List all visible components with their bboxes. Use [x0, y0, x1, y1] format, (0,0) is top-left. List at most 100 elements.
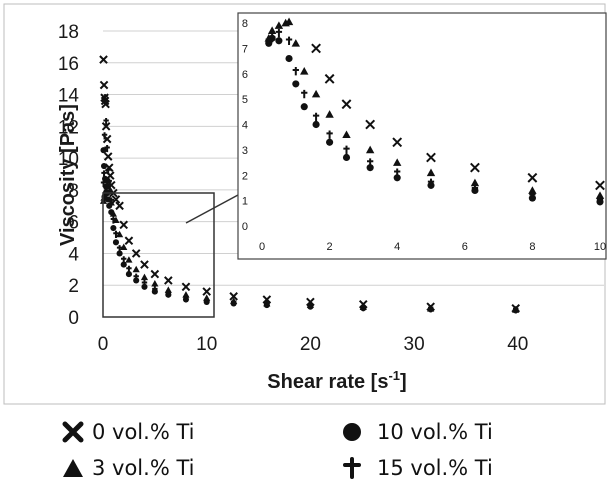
main-point-x — [115, 201, 124, 211]
main-y-tick-label: 16 — [58, 54, 79, 75]
inset-y-tick-label: 8 — [242, 18, 248, 30]
main-point-triangle — [115, 230, 124, 238]
circle-marker-icon — [343, 423, 361, 441]
inset-point-circle — [300, 103, 308, 111]
legend-label-15-vol-ti: 15 vol.% Ti — [377, 456, 493, 480]
main-x-tick-label: 40 — [507, 334, 528, 355]
zoom-region-box — [102, 192, 215, 318]
main-point-x — [99, 80, 109, 90]
main-point-plus — [121, 256, 127, 264]
main-y-tick-label: 10 — [58, 149, 79, 170]
inset-point-triangle — [595, 191, 605, 199]
inset-point-plus — [312, 112, 320, 122]
inset-point-plus — [367, 158, 374, 167]
inset-point-circle — [312, 120, 320, 129]
main-point-plus — [427, 305, 434, 313]
main-x-tick-label: 0 — [98, 334, 109, 355]
main-point-circle — [120, 261, 127, 268]
legend-label-10-vol-ti: 10 vol.% Ti — [377, 420, 493, 444]
inset-point-triangle — [284, 17, 294, 26]
inset-point-x — [341, 99, 352, 110]
main-point-x — [119, 220, 129, 230]
inset-y-tick-label: 0 — [242, 221, 248, 233]
triangle-marker-icon — [63, 459, 83, 477]
inset-point-triangle — [426, 168, 436, 177]
x-axis-title: Shear rate [s-1] — [267, 368, 406, 393]
inset-point-x — [426, 152, 436, 163]
inset-y-tick-label: 2 — [242, 170, 248, 182]
inset-point-x — [324, 73, 335, 84]
main-point-x — [103, 152, 113, 161]
main-point-plus — [101, 170, 107, 178]
main-chart-y-tick-labels: 0 2 4 6 8 10 12 14 16 18 — [58, 22, 80, 329]
inset-point-plus — [471, 185, 479, 194]
main-y-tick-label: 4 — [68, 244, 79, 265]
main-point-plus — [133, 273, 139, 281]
legend-item-15-vol-ti: 15 vol.% Ti — [341, 456, 493, 480]
inset-point-circle — [292, 80, 300, 88]
inset-point-triangle — [267, 26, 277, 34]
legend-label-3-vol-ti: 3 vol.% Ti — [92, 456, 195, 480]
inset-point-plus — [596, 196, 604, 205]
main-point-circle — [100, 147, 107, 154]
legend-item-10-vol-ti: 10 vol.% Ti — [341, 420, 493, 444]
main-point-plus — [108, 197, 114, 205]
main-point-triangle — [151, 280, 159, 287]
inset-x-tick-label: 4 — [394, 241, 400, 253]
main-point-plus — [360, 303, 366, 312]
inset-point-plus — [275, 28, 283, 38]
inset-point-triangle — [291, 39, 300, 47]
main-point-plus — [152, 286, 158, 294]
main-point-plus — [183, 294, 189, 302]
main-x-tick-label: 20 — [300, 334, 321, 355]
main-point-circle — [110, 224, 117, 232]
main-point-plus — [141, 280, 148, 288]
inset-point-circle — [326, 138, 334, 146]
legend-label-0-vol-ti: 0 vol.% Ti — [92, 420, 195, 444]
main-point-circle — [105, 196, 112, 203]
main-y-tick-label: 14 — [58, 86, 80, 107]
main-point-plus — [116, 245, 123, 253]
inset-point-x — [365, 119, 376, 130]
main-point-x — [181, 282, 191, 292]
main-point-plus — [230, 299, 237, 307]
main-point-plus — [104, 144, 110, 153]
inset-point-plus — [326, 130, 333, 139]
main-point-x — [202, 287, 212, 296]
main-chart-points — [99, 55, 521, 314]
main-point-plus — [264, 300, 270, 308]
inset-point-plus — [301, 89, 308, 99]
main-x-tick-label: 10 — [196, 334, 217, 355]
main-point-plus — [103, 117, 109, 126]
main-point-plus — [110, 216, 117, 224]
inset-point-triangle — [528, 186, 537, 194]
legend-item-0-vol-ti: 0 vol.% Ti — [62, 420, 194, 444]
inset-x-tick-label: 8 — [529, 241, 535, 253]
inset-point-triangle — [393, 158, 402, 166]
main-chart-x-tick-labels: 0 10 20 30 40 — [98, 334, 529, 355]
y-axis-title: Viscosity [Pas] — [57, 104, 79, 246]
zoom-connector-line — [185, 194, 239, 224]
inset-chart-frame — [237, 12, 607, 260]
main-point-x — [150, 269, 160, 279]
main-point-plus — [126, 265, 132, 273]
main-point-circle — [103, 183, 110, 190]
plus-marker-icon — [343, 457, 361, 479]
main-point-x — [229, 292, 238, 301]
main-point-plus — [203, 297, 210, 305]
inset-point-x — [595, 180, 605, 191]
main-point-circle — [125, 271, 132, 278]
inset-point-plus — [268, 34, 276, 43]
main-point-x — [164, 276, 173, 285]
inset-point-x — [392, 137, 403, 148]
main-point-triangle — [132, 265, 140, 273]
main-y-tick-label: 8 — [68, 181, 79, 202]
main-x-tick-label: 30 — [404, 334, 425, 355]
inset-x-tick-label: 2 — [327, 241, 333, 253]
main-y-tick-label: 0 — [68, 308, 79, 329]
inset-point-circle — [342, 153, 351, 162]
main-point-plus — [113, 230, 119, 238]
inset-point-x — [470, 162, 480, 173]
main-y-tick-label: 12 — [58, 117, 79, 138]
main-y-tick-label: 6 — [68, 213, 79, 234]
